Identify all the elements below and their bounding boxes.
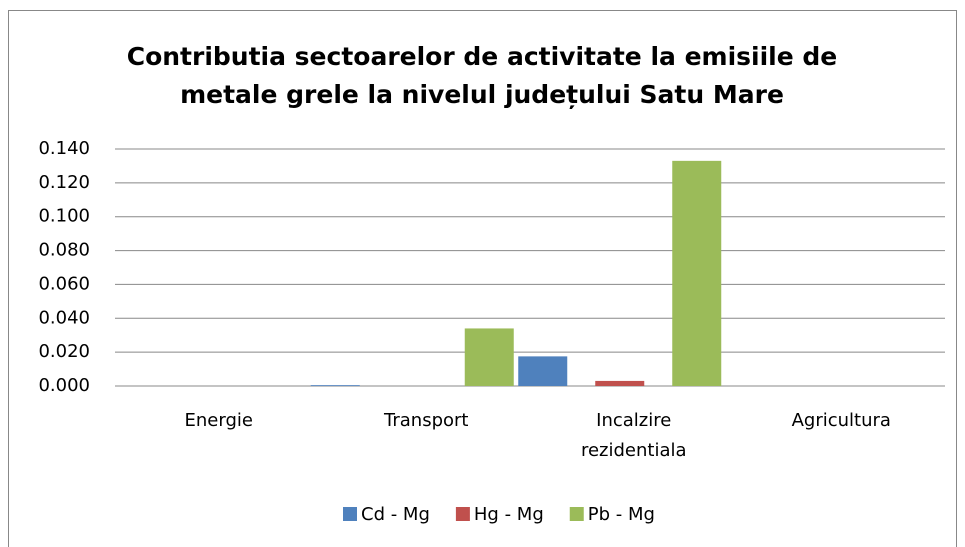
chart-border	[8, 10, 957, 547]
bar	[310, 385, 360, 386]
y-tick-label: 0.080	[38, 240, 90, 261]
legend-label: Pb - Mg	[588, 504, 655, 525]
legend-label: Cd - Mg	[361, 504, 430, 525]
legend-swatch	[455, 507, 470, 521]
y-tick-label: 0.020	[38, 341, 90, 362]
x-tick-label: Incalzire rezidentiala	[580, 410, 687, 461]
y-tick-label: 0.060	[38, 273, 90, 294]
x-tick-label: Agricultura	[791, 410, 891, 431]
x-tick-label: Transport	[384, 410, 469, 431]
bar	[595, 380, 645, 386]
legend-label: Hg - Mg	[474, 504, 544, 525]
y-tick-label: 0.000	[38, 375, 90, 396]
y-tick-label: 0.120	[38, 172, 90, 193]
y-tick-label: 0.100	[38, 206, 90, 227]
y-tick-label: 0.140	[38, 138, 90, 159]
legend-swatch	[569, 507, 584, 521]
bar	[518, 356, 568, 386]
x-tick-label: Energie	[184, 410, 253, 431]
legend-swatch	[343, 507, 357, 521]
bar	[464, 328, 514, 386]
bar	[672, 160, 722, 386]
chart-title: Contributia sectoarelor de activitate la…	[126, 42, 838, 109]
y-tick-label: 0.040	[38, 307, 90, 328]
